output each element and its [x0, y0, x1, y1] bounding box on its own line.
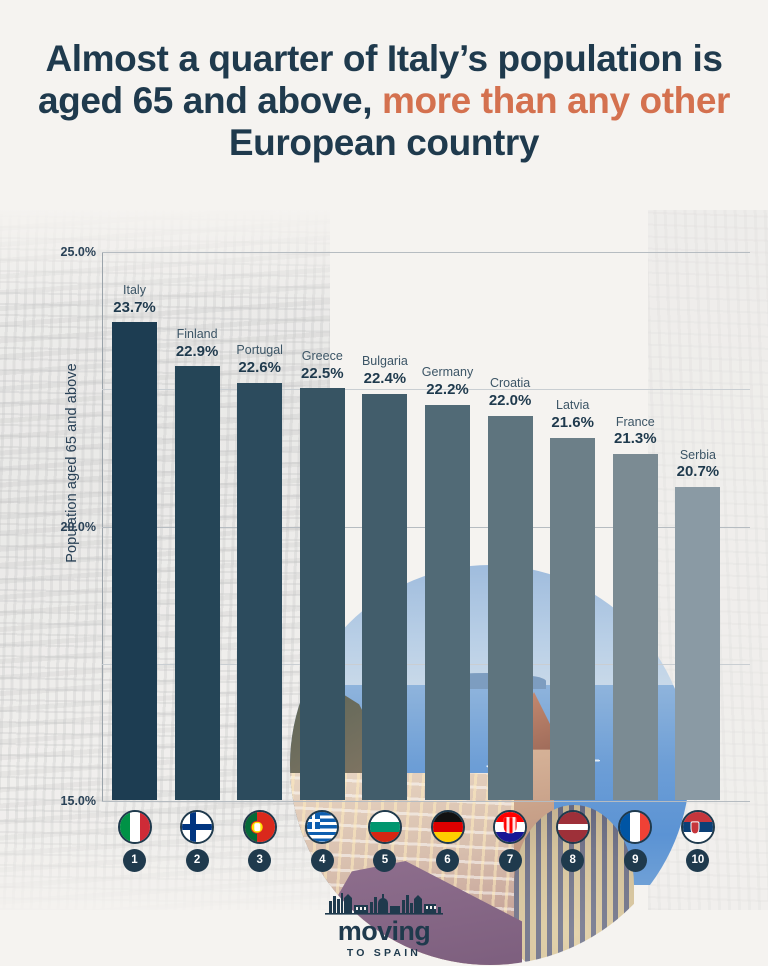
rank-badge: 4	[310, 849, 334, 872]
y-axis-title: Population aged 65 and above	[64, 363, 80, 563]
flag-column-italy[interactable]: 1	[113, 810, 157, 872]
flag-italy-icon	[117, 810, 152, 844]
flag-column-portugal[interactable]: 3	[238, 810, 282, 872]
bar-country-label: France	[615, 414, 655, 429]
bar-label: Germany 22.2%	[422, 365, 473, 404]
rank-badge: 6	[436, 849, 459, 872]
bar-country-label: Serbia	[679, 447, 716, 462]
bar-country-label: Portugal	[236, 343, 283, 358]
bar-label: Latvia 21.6%	[551, 398, 594, 437]
bar-country-label: Latvia	[556, 398, 590, 413]
bar-germany[interactable]: Germany 22.2%	[422, 365, 473, 800]
bar-serbia[interactable]: Serbia 20.7%	[675, 448, 721, 800]
bar-label: France 21.3%	[614, 415, 657, 454]
rank-badge: 3	[248, 849, 272, 872]
bar-rect	[675, 487, 721, 800]
rank-badge: 5	[373, 849, 397, 872]
flag-croatia-icon	[493, 810, 528, 844]
bar-rect	[362, 393, 408, 800]
rank-badge: 7	[498, 849, 522, 872]
bar-rect	[612, 454, 658, 800]
bar-country-label: Germany	[421, 365, 474, 380]
bar-finland[interactable]: Finland 22.9%	[174, 327, 220, 800]
flag-latvia-icon	[555, 810, 590, 844]
bar-rect	[112, 322, 157, 800]
bar-rect	[174, 366, 220, 800]
bar-portugal[interactable]: Portugal 22.6%	[236, 343, 283, 800]
rank-badge: 8	[561, 849, 585, 872]
bar-france[interactable]: France 21.3%	[612, 415, 658, 800]
bar-rect	[237, 382, 283, 800]
bar-country-label: Croatia	[489, 376, 531, 391]
logo-tagline: TO SPAIN	[346, 946, 422, 959]
flag-portugal-icon	[242, 810, 277, 844]
gridline	[102, 252, 750, 253]
y-axis-tick-label: 25.0%	[60, 245, 96, 259]
bar-value-label: 22.6%	[238, 359, 281, 377]
bar-greece[interactable]: Greece 22.5%	[299, 349, 345, 800]
flag-finland-icon	[180, 810, 215, 844]
bar-italy[interactable]: Italy 23.7%	[112, 283, 157, 800]
bar-value-label: 22.5%	[301, 364, 344, 382]
bar-rect	[550, 437, 596, 800]
page-title: Almost a quarter of Italy’s population i…	[18, 38, 750, 163]
title-text-accent: more than any other	[381, 79, 731, 121]
rank-badge: 10	[686, 849, 710, 872]
gridline	[102, 801, 750, 802]
flag-bulgaria-icon	[367, 810, 402, 844]
bar-country-label: Bulgaria	[361, 354, 408, 369]
headline-block: Almost a quarter of Italy’s population i…	[0, 38, 768, 163]
bar-label: Finland 22.9%	[176, 327, 219, 366]
bar-value-label: 20.7%	[676, 463, 720, 481]
title-text-part-2: European country	[228, 121, 540, 163]
bar-label: Greece 22.5%	[301, 349, 344, 388]
bar-label: Serbia 20.7%	[677, 448, 720, 487]
bar-label: Portugal 22.6%	[236, 343, 283, 382]
brand-logo[interactable]: moving TO SPAIN	[0, 889, 768, 959]
bar-rect	[299, 388, 345, 800]
bar-value-label: 23.7%	[113, 298, 156, 316]
bar-rect	[487, 415, 533, 800]
flag-column-greece[interactable]: 4	[300, 810, 344, 872]
bar-rect	[425, 404, 470, 800]
bar-country-label: Italy	[123, 283, 146, 297]
bar-country-label: Greece	[301, 348, 343, 363]
bar-label: Bulgaria 22.4%	[362, 354, 408, 393]
bar-value-label: 22.4%	[363, 370, 407, 387]
bar-latvia[interactable]: Latvia 21.6%	[550, 398, 596, 800]
flag-greece-icon	[305, 810, 340, 844]
flag-france-icon	[618, 810, 653, 844]
bar-croatia[interactable]: Croatia 22.0%	[487, 376, 533, 800]
title-text-part-1: Almost a quarter of Italy’s population i…	[37, 38, 723, 121]
flag-germany-icon	[430, 810, 465, 844]
bar-label: Croatia 22.0%	[489, 376, 532, 415]
bar-value-label: 21.3%	[614, 430, 657, 448]
bar-value-label: 22.0%	[488, 391, 532, 409]
rank-badge: 2	[185, 849, 209, 872]
flag-column-germany[interactable]: 6	[426, 810, 470, 872]
flag-column-france[interactable]: 9	[613, 810, 657, 872]
flag-column-bulgaria[interactable]: 5	[363, 810, 407, 872]
bar-value-label: 22.2%	[426, 380, 469, 398]
flag-column-serbia[interactable]: 10	[676, 810, 720, 872]
flag-column-croatia[interactable]: 7	[488, 810, 532, 872]
y-axis-tick-label: 15.0%	[60, 794, 96, 808]
rank-badge: 9	[623, 849, 647, 872]
bar-bulgaria[interactable]: Bulgaria 22.4%	[362, 354, 408, 800]
rank-badge: 1	[123, 849, 146, 872]
skyline-icon	[325, 892, 443, 915]
logo-wordmark: moving	[337, 915, 431, 946]
flag-column-latvia[interactable]: 8	[551, 810, 595, 872]
gridline	[102, 389, 750, 391]
flag-column-finland[interactable]: 2	[175, 810, 219, 872]
bar-value-label: 21.6%	[551, 413, 594, 431]
bar-value-label: 22.9%	[175, 342, 219, 360]
bar-label: Italy 23.7%	[113, 283, 156, 322]
bar-country-label: Finland	[176, 326, 218, 341]
y-axis-tick-label: 20.0%	[60, 519, 96, 534]
flag-serbia-icon	[680, 810, 715, 844]
